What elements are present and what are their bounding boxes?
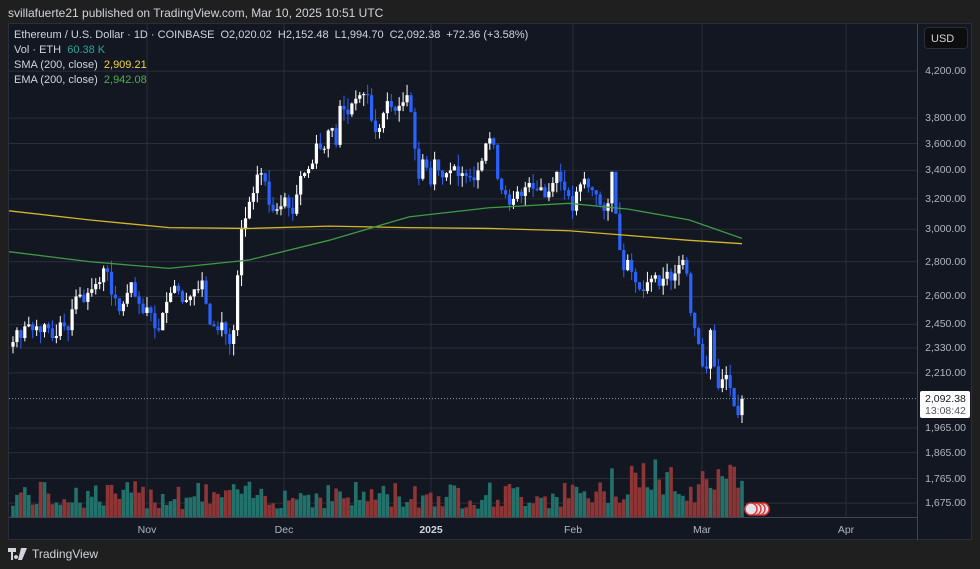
price-tick: 4,200.00 bbox=[925, 65, 966, 78]
price-tick: 2,450.00 bbox=[925, 318, 966, 331]
open-value: O2,020.02 bbox=[220, 29, 272, 41]
price-tick: 3,200.00 bbox=[925, 192, 966, 205]
price-tick: 1,965.00 bbox=[925, 422, 966, 435]
price-tick: 1,675.00 bbox=[925, 497, 966, 510]
tradingview-logo[interactable]: TradingView bbox=[8, 547, 98, 561]
ema-row[interactable]: EMA (200, close) 2,942.08 bbox=[14, 73, 528, 88]
last-price-label: 2,092.38 13:08:42 bbox=[920, 391, 970, 418]
price-tick: 1,865.00 bbox=[925, 446, 966, 459]
change-value: +72.36 (+3.58%) bbox=[446, 29, 529, 41]
chart-frame: Ethereum / U.S. Dollar · 1D · COINBASE O2… bbox=[8, 23, 972, 540]
ema-label: EMA (200, close) bbox=[14, 74, 98, 86]
symbol-row: Ethereum / U.S. Dollar · 1D · COINBASE O2… bbox=[14, 28, 528, 43]
chart-plot-area[interactable]: Ethereum / U.S. Dollar · 1D · COINBASE O2… bbox=[9, 24, 917, 517]
time-tick: 2025 bbox=[419, 524, 443, 536]
time-axis[interactable]: Nov Dec 2025 Feb Mar Apr bbox=[9, 517, 917, 541]
chart-legend: Ethereum / U.S. Dollar · 1D · COINBASE O2… bbox=[14, 28, 528, 88]
price-tick: 1,765.00 bbox=[925, 472, 966, 485]
time-tick: Feb bbox=[563, 524, 583, 536]
sma-label: SMA (200, close) bbox=[14, 59, 98, 71]
close-value: C2,092.38 bbox=[389, 29, 441, 41]
price-tick: 3,800.00 bbox=[925, 112, 966, 125]
price-tick: 2,800.00 bbox=[925, 255, 966, 268]
low-value: L1,994.70 bbox=[334, 29, 384, 41]
volume-label: Vol · ETH bbox=[14, 44, 62, 56]
sma-value: 2,909.21 bbox=[103, 59, 147, 71]
price-tick: 3,400.00 bbox=[925, 164, 966, 177]
tradingview-logo-icon bbox=[8, 548, 27, 560]
currency-button[interactable]: USD bbox=[924, 27, 968, 49]
volume-row[interactable]: Vol · ETH 60.38 K bbox=[14, 43, 528, 58]
last-price: 2,092.38 bbox=[925, 393, 966, 405]
publish-caption: svillafuerte21 published on TradingView.… bbox=[8, 6, 384, 20]
symbol-title[interactable]: Ethereum / U.S. Dollar · 1D · COINBASE bbox=[14, 29, 215, 41]
price-tick: 2,210.00 bbox=[925, 366, 966, 379]
time-tick: Apr bbox=[837, 524, 855, 536]
price-tick: 2,600.00 bbox=[925, 290, 966, 303]
price-axis[interactable]: USD 4,200.00 3,800.00 3,600.00 3,400.00 3,20… bbox=[917, 24, 973, 540]
candlestick-chart bbox=[9, 24, 917, 517]
price-tick: 3,600.00 bbox=[925, 137, 966, 150]
price-tick: 2,330.00 bbox=[925, 342, 966, 354]
time-tick: Nov bbox=[137, 524, 157, 536]
price-tick: 3,000.00 bbox=[925, 223, 966, 236]
bar-countdown: 13:08:42 bbox=[925, 405, 966, 417]
time-tick: Mar bbox=[692, 524, 712, 536]
sma-row[interactable]: SMA (200, close) 2,909.21 bbox=[14, 58, 528, 73]
time-tick: Dec bbox=[274, 524, 294, 536]
volume-value: 60.38 K bbox=[67, 44, 106, 56]
ema-value: 2,942.08 bbox=[103, 74, 147, 86]
brand-name: TradingView bbox=[32, 547, 99, 561]
high-value: H2,152.48 bbox=[277, 29, 329, 41]
